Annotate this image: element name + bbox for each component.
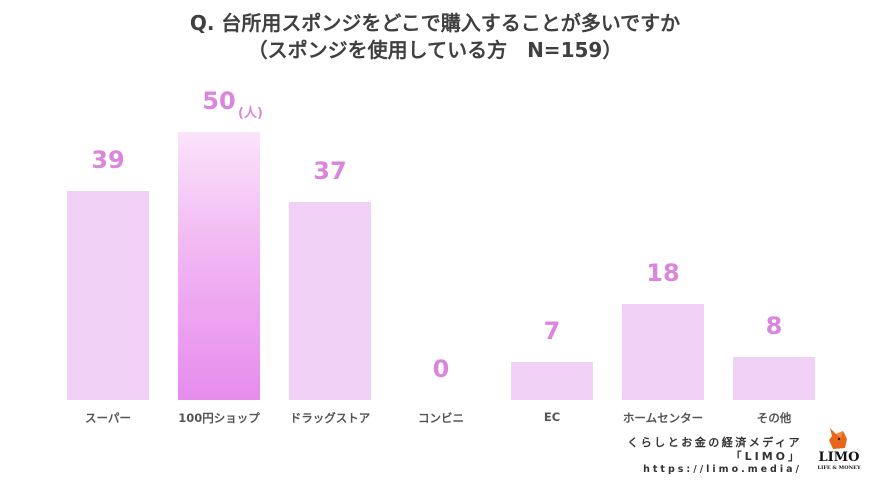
brand-tagline: くらしとお金の経済メディア xyxy=(627,436,802,449)
fox-logo-icon xyxy=(829,428,847,449)
bar-group xyxy=(622,304,704,400)
bar-value-label: 7 xyxy=(543,317,561,345)
unit-label: (人) xyxy=(238,106,263,121)
bar-value-label: 37 xyxy=(313,157,347,185)
logo-subtitle: LIFE & MONEY xyxy=(817,465,861,471)
chart-title-line1: Q. 台所用スポンジをどこで購入することが多いですか xyxy=(189,11,681,35)
bar-group xyxy=(733,357,815,400)
bar xyxy=(733,357,815,400)
chart-title-line2: （スポンジを使用している方 N=159） xyxy=(247,38,623,62)
bar-value-label: 0 xyxy=(432,355,450,383)
bar xyxy=(511,362,593,400)
category-label: ドラッグストア xyxy=(289,411,371,425)
bar-value-label: 50 xyxy=(202,87,236,115)
category-label: 100円ショップ xyxy=(178,411,260,425)
bar-group xyxy=(289,202,371,400)
bar xyxy=(178,132,260,400)
limo-logo: LIMO LIFE & MONEY xyxy=(814,428,864,478)
category-label: その他 xyxy=(756,411,792,425)
brand-credit: くらしとお金の経済メディア 「LIMO」 https://limo.media/ xyxy=(627,436,802,476)
category-label: コンビニ xyxy=(418,411,464,425)
logo-wordmark: LIMO xyxy=(818,450,860,465)
category-label: EC xyxy=(543,410,561,424)
bar-value-label: 8 xyxy=(765,312,783,340)
brand-name: 「LIMO」 xyxy=(730,450,802,463)
bar-value-label: 18 xyxy=(646,259,680,287)
category-label: スーパー xyxy=(85,411,131,425)
bar-group xyxy=(511,362,593,400)
bar-group xyxy=(178,132,260,400)
chart-title: Q. 台所用スポンジをどこで購入することが多いですか （スポンジを使用している方… xyxy=(0,10,870,64)
bar xyxy=(67,191,149,400)
brand-url: https://limo.media/ xyxy=(643,464,802,475)
bar-group xyxy=(67,191,149,400)
bar xyxy=(622,304,704,400)
category-label: ホームセンター xyxy=(622,411,704,425)
bar-value-label: 39 xyxy=(91,146,125,174)
bar xyxy=(289,202,371,400)
